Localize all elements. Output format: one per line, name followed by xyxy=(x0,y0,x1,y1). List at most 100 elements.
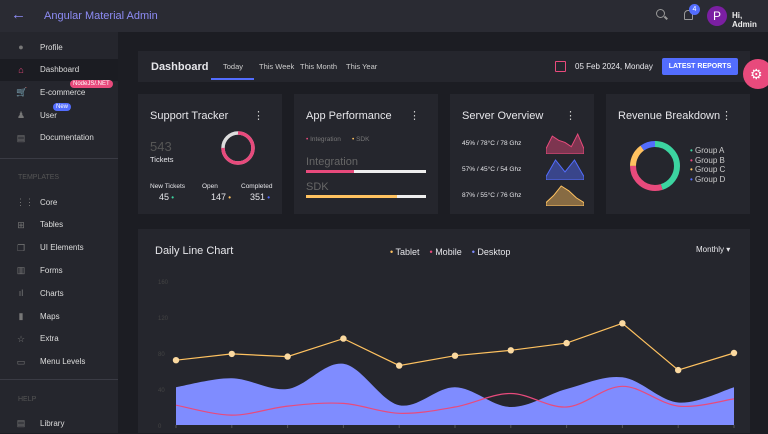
ticket-label: Tickets xyxy=(150,155,174,164)
server-stat: 45% / 78°C / 78 Ghz xyxy=(462,140,522,147)
avatar[interactable]: P xyxy=(707,6,727,26)
more-options-icon[interactable]: ⋮ xyxy=(409,110,420,122)
tablet-point xyxy=(507,347,514,354)
sidebar-item-user[interactable]: ♟ User xyxy=(0,104,118,126)
progress-bar xyxy=(306,195,426,198)
sidebar-item-label: Menu Levels xyxy=(40,357,86,367)
sidebar-item-charts[interactable]: ıl Charts xyxy=(0,282,118,304)
progress-fill xyxy=(306,195,398,198)
legend-mobile: • Mobile xyxy=(430,247,462,257)
sidebar-item-label: Core xyxy=(40,197,58,207)
bell-icon[interactable] xyxy=(684,10,693,20)
bar-chart-icon: ıl xyxy=(18,288,24,299)
sidebar-item-maps[interactable]: ▮ Maps xyxy=(0,305,118,327)
legend-desktop: • Desktop xyxy=(472,247,511,257)
sidebar-item-profile[interactable]: ● Profile xyxy=(0,36,118,58)
section-help: HELP xyxy=(18,396,37,403)
legend-integration: Integration xyxy=(310,136,341,143)
top-bar: ← Angular Material Admin 4 P Hi, Admin xyxy=(0,0,768,32)
search-icon[interactable] xyxy=(656,9,665,18)
tab-this-year[interactable]: This Year xyxy=(346,62,378,71)
person-icon: ♟ xyxy=(16,110,26,121)
stat-dot: • xyxy=(265,193,271,202)
progress-bar xyxy=(306,170,426,173)
library-icon: ▤ xyxy=(16,418,26,428)
tab-today[interactable]: Today xyxy=(223,62,244,71)
stat-label: Open xyxy=(202,183,218,190)
stat-number: 147 xyxy=(211,192,227,202)
stat-dot: • xyxy=(169,193,175,202)
line-chart: 160 120 80 40 0 xyxy=(158,280,738,430)
legend-dot: • xyxy=(690,165,696,175)
period-value: Monthly xyxy=(696,245,725,254)
sidebar-item-label: Forms xyxy=(40,265,63,275)
stat-value: 147 • xyxy=(211,192,231,202)
perf-bar-label: SDK xyxy=(306,181,329,193)
more-options-icon[interactable]: ⋮ xyxy=(565,110,576,122)
stat-value: 45 • xyxy=(159,192,174,202)
sidebar-item-label: Charts xyxy=(40,288,64,298)
donut-slice-group-d xyxy=(630,141,680,191)
server-stat: 87% / 55°C / 76 Ghz xyxy=(462,192,522,199)
divider xyxy=(0,158,118,159)
folder-icon: ▭ xyxy=(16,356,26,367)
revenue-donut xyxy=(630,141,680,191)
legend-label: Desktop xyxy=(477,247,511,257)
sidebar-item-label: UI Elements xyxy=(40,243,84,253)
more-options-icon[interactable]: ⋮ xyxy=(721,110,732,122)
y-tick-label: 40 xyxy=(158,388,165,394)
sidebar-item-forms[interactable]: ▥ Forms xyxy=(0,259,118,281)
sidebar-item-label: Dashboard xyxy=(40,65,80,75)
more-options-icon[interactable]: ⋮ xyxy=(253,110,264,122)
tab-this-month[interactable]: This Month xyxy=(300,62,338,71)
period-select[interactable]: Monthly ▾ xyxy=(696,245,731,254)
legend-label: Group B xyxy=(695,155,725,165)
y-tick-label: 160 xyxy=(158,280,169,286)
legend-item: • Group C xyxy=(690,165,725,174)
star-icon: ☆ xyxy=(16,333,26,344)
legend-dot: • xyxy=(690,175,696,185)
divider xyxy=(0,379,118,380)
sidebar-item-extra[interactable]: ☆ Extra xyxy=(0,328,118,350)
tablet-point xyxy=(451,352,459,359)
table-icon: ⊞ xyxy=(17,219,25,230)
back-arrow-icon[interactable]: ← xyxy=(11,6,26,23)
sidebar-tag: NodeJS/.NET xyxy=(70,80,113,89)
stat-dot: • xyxy=(226,193,232,202)
latest-reports-button[interactable]: LATEST REPORTS xyxy=(662,58,738,75)
sidebar-item-tables[interactable]: ⊞ Tables xyxy=(0,214,118,236)
sidebar-item-label: Tables xyxy=(40,220,64,230)
tablet-point xyxy=(675,366,682,374)
y-tick-label: 80 xyxy=(158,352,165,358)
tablet-point xyxy=(619,320,626,327)
sidebar-item-core[interactable]: ⋮⋮ Core xyxy=(0,191,118,213)
document-icon: ▤ xyxy=(16,132,26,143)
sidebar-item-dashboard[interactable]: ⌂ Dashboard xyxy=(0,58,118,81)
home-icon: ⌂ xyxy=(18,64,24,75)
sidebar-item-label: Profile xyxy=(40,42,63,52)
sidebar-item-ui-elements[interactable]: ❐ UI Elements xyxy=(0,237,118,259)
progress-fill xyxy=(306,170,354,173)
sparkline xyxy=(546,132,584,154)
sidebar-item-label: E-commerce xyxy=(40,87,86,97)
greeting: Hi, Admin xyxy=(732,11,757,29)
grid-icon: ⋮⋮ xyxy=(16,197,34,207)
legend-label: Mobile xyxy=(435,247,462,257)
legend-item: • Group A xyxy=(690,146,724,155)
server-stat: 57% / 45°C / 54 Ghz xyxy=(462,166,522,173)
sidebar-item-label: Maps xyxy=(40,311,60,321)
sidebar-item-documentation[interactable]: ▤ Documentation xyxy=(0,127,118,149)
sidebar-item-library[interactable]: ▤ Library xyxy=(0,412,118,434)
perf-bar-label: Integration xyxy=(306,156,358,168)
legend-dot: • xyxy=(390,247,396,257)
support-donut-arc xyxy=(221,131,255,165)
tab-this-week[interactable]: This Week xyxy=(259,62,295,71)
sidebar-item-e-commerce[interactable]: 🛒 E-commerce xyxy=(0,81,118,103)
y-tick-label: 120 xyxy=(158,316,169,322)
calendar-icon xyxy=(555,61,566,72)
support-donut xyxy=(221,131,255,165)
app-performance-card: App Performance ⋮ • Integration • SDK In… xyxy=(294,94,438,214)
settings-gear-icon[interactable]: ⚙ xyxy=(743,59,768,89)
sidebar-tag: New xyxy=(53,103,72,112)
sidebar-item-menu-levels[interactable]: ▭ Menu Levels xyxy=(0,351,118,373)
